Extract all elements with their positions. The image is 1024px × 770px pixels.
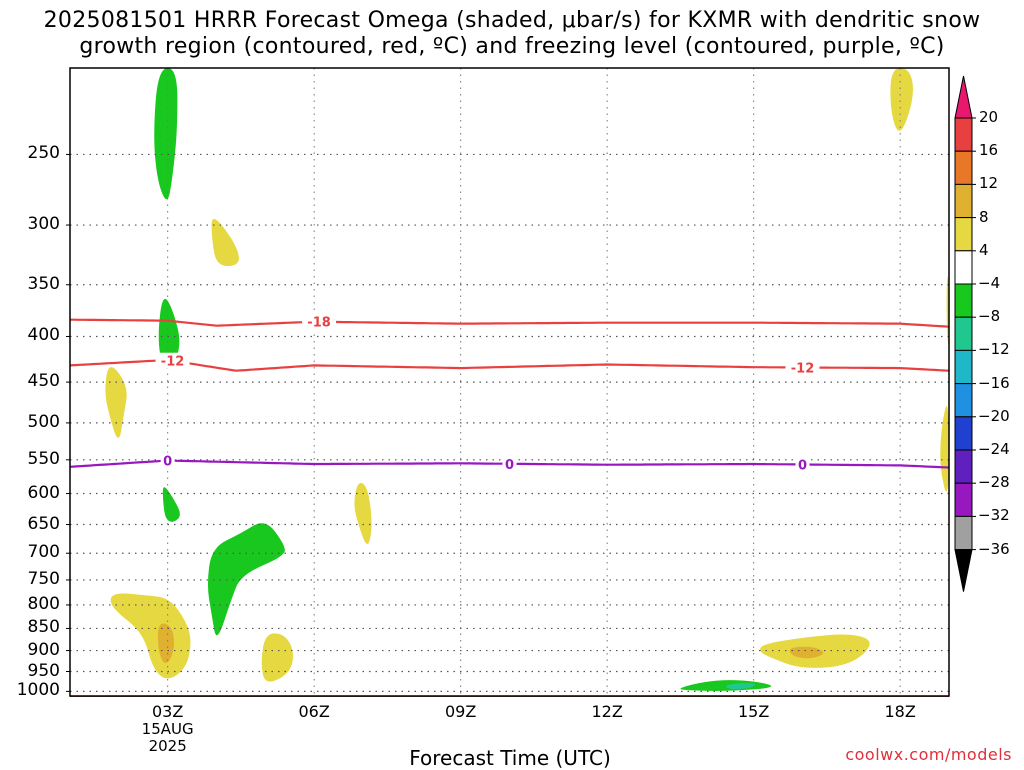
colorbar-label: 20 <box>979 108 999 126</box>
grid-lines <box>70 68 949 696</box>
colorbar-label: −8 <box>978 307 1001 326</box>
colorbar-swatch <box>954 449 973 484</box>
omega-region <box>105 367 127 438</box>
colorbar-label: −28 <box>978 473 1010 492</box>
y-tick-label: 550 <box>27 448 60 469</box>
x-tick-label: 15Z <box>737 702 770 721</box>
y-tick-label: 400 <box>27 325 60 346</box>
y-tick-label: 300 <box>27 214 60 235</box>
colorbar-label: −12 <box>978 340 1010 359</box>
colorbar-swatch <box>954 383 973 418</box>
x-tick-year-label: 2025 <box>148 737 187 755</box>
colorbar-label: −32 <box>978 506 1010 525</box>
colorbar-swatch <box>954 117 973 152</box>
omega-region <box>162 487 180 522</box>
colorbar-label: −36 <box>978 539 1010 558</box>
omega-region <box>211 219 239 267</box>
y-tick-label: 500 <box>27 411 60 432</box>
y-tick-label: 450 <box>27 371 60 392</box>
colorbar-swatch <box>954 515 973 551</box>
x-tick-label: 18Z <box>884 702 916 721</box>
colorbar <box>954 75 976 592</box>
contour-label: 0 <box>163 455 172 470</box>
colorbar-label: −24 <box>978 440 1010 458</box>
y-tick-label: 650 <box>27 513 60 534</box>
omega-region <box>207 523 285 636</box>
colorbar-label: 12 <box>979 174 999 193</box>
contour-label: 0 <box>798 458 807 473</box>
colorbar-swatch <box>954 349 973 385</box>
x-tick-label: 12Z <box>591 702 623 721</box>
omega-region <box>680 680 772 691</box>
chart-title-line1: 2025081501 HRRR Forecast Omega (shaded, … <box>43 8 981 33</box>
x-tick-label: 06Z <box>298 702 330 721</box>
colorbar-swatch <box>954 183 973 219</box>
contour-line <box>70 318 949 328</box>
y-tick-label: 250 <box>27 143 60 164</box>
omega-region <box>726 683 756 690</box>
contour-lines: -18 -12 -12 0 0 0 <box>70 313 949 473</box>
colorbar-swatch <box>954 482 973 517</box>
colorbar-swatch <box>954 416 973 451</box>
y-tick-label: 350 <box>27 273 60 294</box>
y-tick-label: 600 <box>27 482 60 503</box>
contour-label: -12 <box>791 361 815 376</box>
contour-label: -18 <box>307 316 331 331</box>
y-tick-label: 850 <box>27 617 60 638</box>
x-tick-date-label: 15AUG <box>141 720 194 738</box>
contour-label-bg <box>785 359 820 376</box>
omega-region <box>154 68 178 200</box>
omega-region <box>157 623 175 664</box>
plot-frame <box>66 67 950 697</box>
omega-region <box>789 646 824 659</box>
omega-region <box>158 298 180 369</box>
y-tick-label: 950 <box>27 660 60 681</box>
omega-region <box>261 633 293 682</box>
colorbar-arrow-top <box>954 75 973 119</box>
contour-label-bg <box>155 352 190 369</box>
x-tick-label: 09Z <box>444 702 477 721</box>
chart-title-line2: growth region (contoured, red, ºC) and f… <box>79 34 945 59</box>
y-tick-label: 750 <box>27 568 60 589</box>
contour-label-bg <box>502 455 517 472</box>
colorbar-swatch <box>954 283 973 318</box>
y-tick-label: 700 <box>27 542 60 563</box>
x-axis-title: Forecast Time (UTC) <box>409 746 611 770</box>
colorbar-swatch <box>954 150 973 185</box>
omega-region <box>354 482 372 544</box>
colorbar-label: 4 <box>979 240 989 259</box>
colorbar-arrow-bottom <box>954 549 973 592</box>
colorbar-label: 8 <box>979 207 989 226</box>
contour-label-bg <box>795 456 810 473</box>
colorbar-swatch <box>954 316 973 351</box>
plot-border <box>69 67 950 697</box>
omega-region <box>940 406 949 492</box>
y-tick-label: 800 <box>27 593 60 614</box>
colorbar-label: 16 <box>979 141 999 160</box>
colorbar-label: −4 <box>978 274 1001 292</box>
omega-region <box>890 68 913 131</box>
colorbar-swatch <box>954 217 973 252</box>
colorbar-label: −20 <box>978 406 1010 425</box>
y-tick-label: 1000 <box>16 680 60 701</box>
credit-text[interactable]: coolwx.com/models <box>845 745 1012 764</box>
x-tick-label: 03Z <box>151 702 184 721</box>
omega-region <box>110 593 191 679</box>
contour-label: 0 <box>505 458 514 473</box>
contour-label-bg <box>302 313 337 330</box>
colorbar-swatch <box>954 250 973 285</box>
y-tick-label: 900 <box>27 639 60 660</box>
omega-shading <box>105 68 949 691</box>
contour-label: -12 <box>161 355 185 370</box>
colorbar-label: −16 <box>978 373 1010 392</box>
contour-label-bg <box>160 452 175 469</box>
